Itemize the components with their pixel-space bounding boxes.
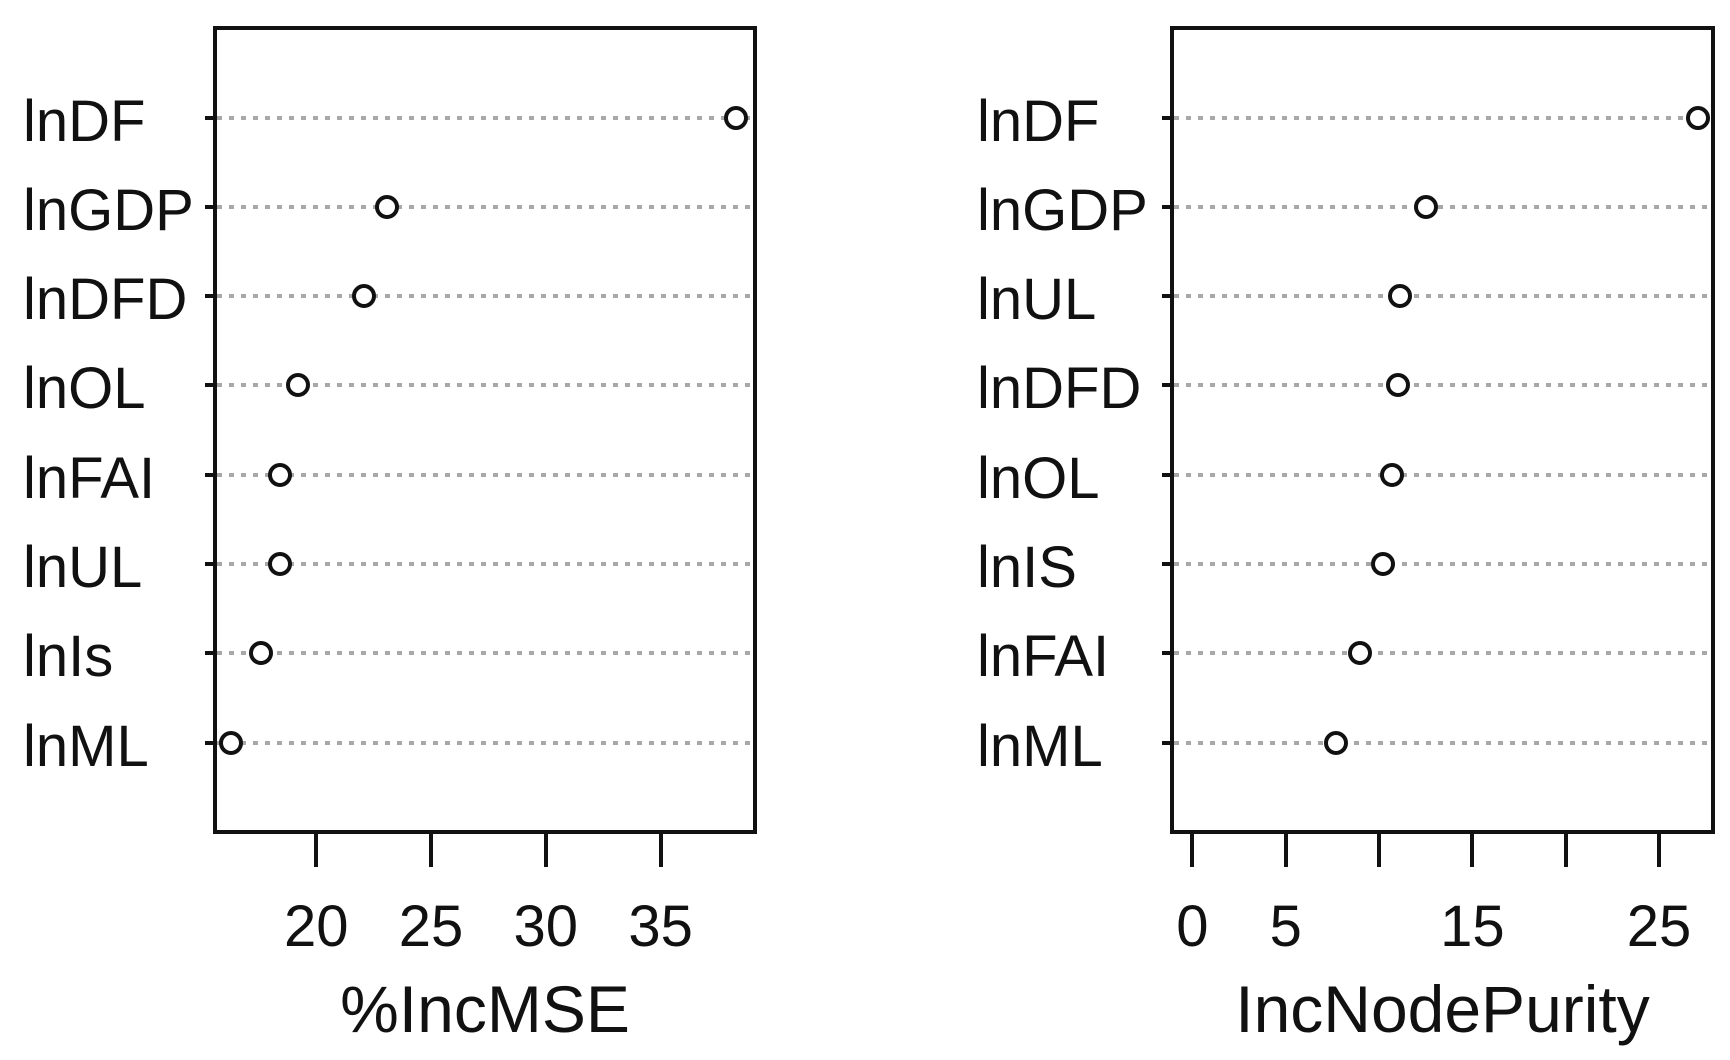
x-tick-label: 0 bbox=[1176, 894, 1209, 959]
data-point bbox=[249, 641, 274, 666]
x-tick-label: 35 bbox=[628, 894, 693, 959]
x-tick-label: 20 bbox=[284, 894, 349, 959]
row-label: lnDF bbox=[23, 88, 146, 154]
data-point bbox=[1686, 105, 1711, 130]
row-gridline bbox=[217, 204, 753, 209]
plot-box bbox=[213, 26, 757, 834]
row-gridline bbox=[217, 294, 753, 299]
x-tick bbox=[429, 834, 434, 867]
row-gridline bbox=[1174, 651, 1711, 656]
row-gridline bbox=[217, 651, 753, 656]
data-point bbox=[1387, 284, 1412, 309]
row-label: lnFAI bbox=[977, 624, 1110, 690]
row-label: lnOL bbox=[977, 445, 1100, 511]
y-axis-tick bbox=[1162, 472, 1171, 477]
data-point bbox=[1413, 194, 1438, 219]
row-label: lnFAI bbox=[23, 445, 156, 511]
y-axis-tick bbox=[205, 383, 214, 388]
row-label: lnDFD bbox=[23, 267, 188, 333]
row-gridline bbox=[217, 115, 753, 120]
row-gridline bbox=[1174, 383, 1711, 388]
y-axis-tick bbox=[1162, 740, 1171, 745]
row-label: lnUL bbox=[977, 267, 1097, 333]
row-label: lnOL bbox=[23, 356, 146, 422]
data-point bbox=[267, 552, 292, 576]
data-point bbox=[285, 373, 310, 398]
row-label: lnML bbox=[23, 713, 149, 779]
y-axis-tick bbox=[205, 562, 214, 566]
row-gridline bbox=[1174, 204, 1711, 209]
row-gridline bbox=[1174, 294, 1711, 299]
row-label: lnGDP bbox=[977, 177, 1148, 243]
row-label: lnDFD bbox=[977, 356, 1142, 422]
y-axis-tick bbox=[205, 294, 214, 299]
row-label: lnML bbox=[977, 713, 1103, 779]
data-point bbox=[375, 194, 400, 219]
data-point bbox=[724, 105, 749, 130]
x-tick-label: 15 bbox=[1440, 894, 1505, 959]
y-axis-tick bbox=[205, 472, 214, 477]
x-axis-label: IncNodePurity bbox=[1235, 972, 1650, 1046]
x-tick bbox=[1563, 834, 1568, 867]
x-tick bbox=[658, 834, 663, 867]
plot-box bbox=[1170, 26, 1715, 834]
x-tick bbox=[1470, 834, 1475, 867]
row-label: lnDF bbox=[977, 88, 1100, 154]
row-label: lnIs bbox=[23, 624, 114, 690]
y-axis-tick bbox=[205, 740, 214, 745]
row-gridline bbox=[217, 740, 753, 745]
x-tick-label: 25 bbox=[398, 894, 464, 959]
y-axis-tick bbox=[1162, 562, 1171, 566]
x-tick bbox=[1283, 834, 1288, 867]
y-axis-tick bbox=[205, 115, 214, 120]
y-axis-tick bbox=[205, 204, 214, 209]
data-point bbox=[1380, 462, 1405, 487]
x-tick bbox=[543, 834, 548, 867]
y-axis-tick bbox=[1162, 383, 1171, 388]
y-axis-tick bbox=[1162, 294, 1171, 299]
row-gridline bbox=[1174, 562, 1711, 566]
x-tick-label: 30 bbox=[513, 894, 579, 959]
data-point bbox=[267, 462, 292, 487]
y-axis-tick bbox=[1162, 204, 1171, 209]
y-axis-tick bbox=[1162, 651, 1171, 656]
row-gridline bbox=[1174, 115, 1711, 120]
row-gridline bbox=[217, 562, 753, 566]
row-gridline bbox=[217, 383, 753, 388]
x-tick-label: 25 bbox=[1626, 894, 1692, 959]
x-tick-label: 5 bbox=[1269, 894, 1302, 959]
data-point bbox=[1370, 552, 1395, 576]
x-tick bbox=[1190, 834, 1195, 867]
x-tick bbox=[1377, 834, 1382, 867]
row-gridline bbox=[1174, 472, 1711, 477]
y-axis-tick bbox=[1162, 115, 1171, 120]
row-gridline bbox=[217, 472, 753, 477]
row-label: lnIS bbox=[977, 535, 1077, 600]
x-tick bbox=[314, 834, 319, 867]
data-point bbox=[1385, 373, 1410, 398]
y-axis-tick bbox=[205, 651, 214, 656]
data-point bbox=[352, 284, 377, 309]
row-label: lnUL bbox=[23, 535, 143, 600]
data-point bbox=[219, 730, 244, 755]
row-gridline bbox=[1174, 740, 1711, 745]
row-label: lnGDP bbox=[23, 177, 194, 243]
x-tick bbox=[1657, 834, 1661, 867]
data-point bbox=[1348, 641, 1373, 666]
data-point bbox=[1324, 730, 1349, 755]
x-axis-label: %IncMSE bbox=[340, 972, 630, 1046]
